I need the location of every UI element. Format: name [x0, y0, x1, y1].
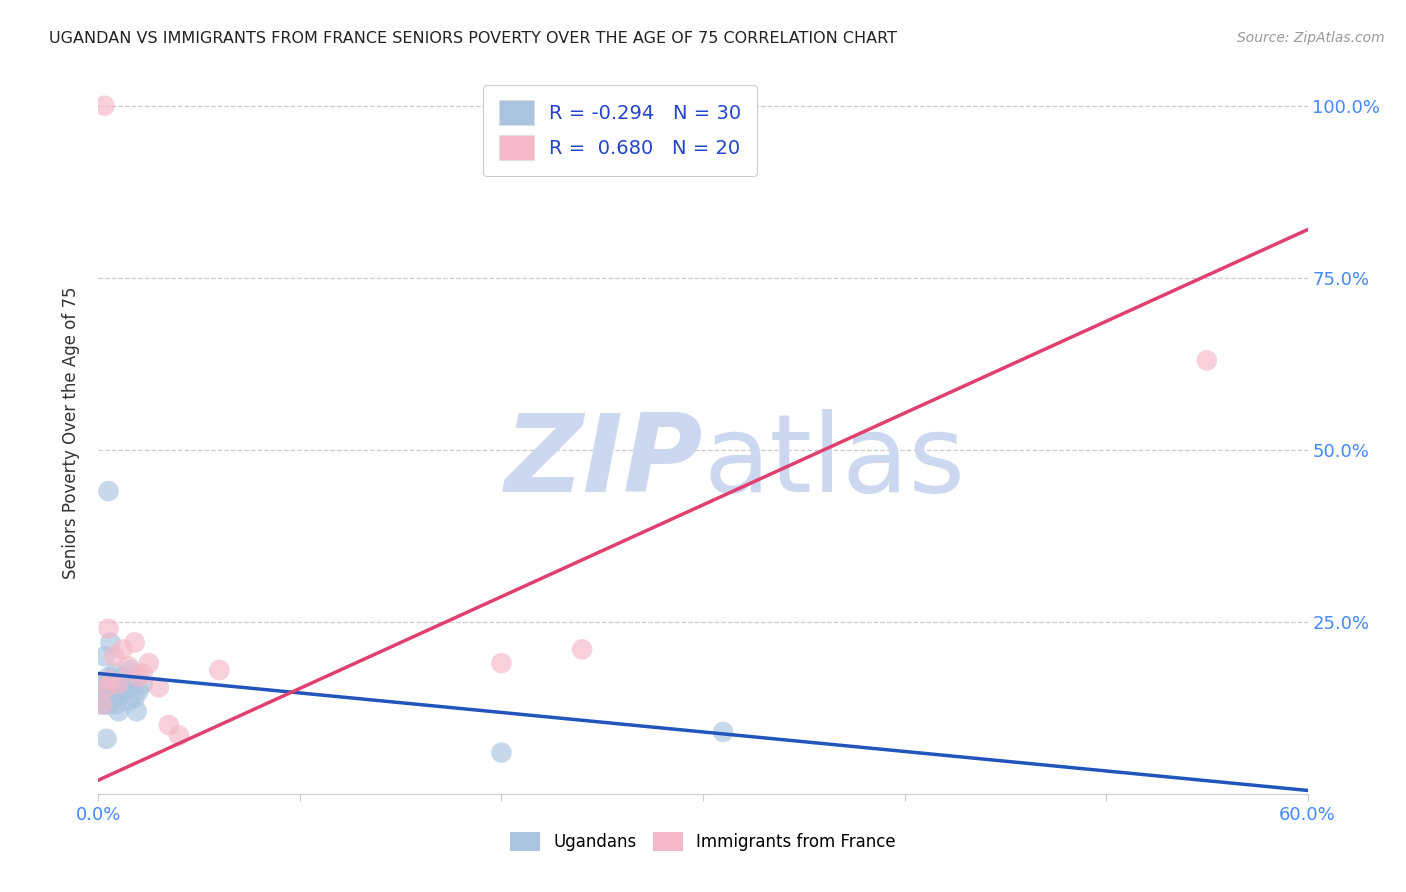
Point: [111, 642, 134, 657]
Text: Source: ZipAtlas.com: Source: ZipAtlas.com: [1237, 31, 1385, 45]
Point: [103, 649, 125, 664]
Point: [101, 677, 124, 691]
Point: [138, 656, 160, 670]
Point: [105, 698, 128, 712]
Text: UGANDAN VS IMMIGRANTS FROM FRANCE SENIORS POVERTY OVER THE AGE OF 75 CORRELATION: UGANDAN VS IMMIGRANTS FROM FRANCE SENIOR…: [49, 31, 897, 46]
Point: [96, 731, 118, 746]
Point: [93, 99, 115, 113]
Point: [91, 698, 114, 712]
Point: [93, 698, 115, 712]
Point: [121, 680, 143, 694]
Point: [97, 484, 120, 499]
Point: [114, 683, 136, 698]
Point: [118, 694, 141, 708]
Point: [91, 677, 114, 691]
Point: [100, 635, 122, 649]
Point: [1195, 353, 1218, 368]
Point: [132, 677, 155, 691]
Point: [125, 704, 148, 718]
Point: [118, 659, 141, 673]
Point: [96, 680, 118, 694]
Point: [491, 656, 513, 670]
Point: [93, 649, 115, 664]
Point: [93, 680, 115, 694]
Point: [107, 680, 129, 694]
Point: [97, 622, 120, 636]
Y-axis label: Seniors Poverty Over the Age of 75: Seniors Poverty Over the Age of 75: [62, 286, 80, 579]
Text: ZIP: ZIP: [505, 409, 703, 515]
Point: [491, 746, 513, 760]
Point: [107, 677, 129, 691]
Point: [208, 663, 231, 677]
Point: [97, 698, 120, 712]
Point: [103, 666, 125, 681]
Text: atlas: atlas: [703, 409, 965, 515]
Point: [128, 683, 150, 698]
Point: [89, 698, 111, 712]
Point: [167, 728, 190, 742]
Point: [128, 670, 150, 684]
Point: [120, 663, 142, 677]
Point: [148, 680, 170, 694]
Point: [110, 687, 132, 701]
Point: [571, 642, 593, 657]
Point: [124, 635, 146, 649]
Point: [711, 725, 734, 739]
Point: [96, 687, 118, 701]
Point: [111, 670, 134, 684]
Point: [115, 677, 138, 691]
Point: [97, 670, 120, 684]
Point: [100, 690, 122, 705]
Point: [107, 704, 129, 718]
Point: [124, 690, 146, 705]
Point: [100, 673, 122, 688]
Point: [132, 666, 155, 681]
Point: [157, 718, 180, 732]
Legend: Ugandans, Immigrants from France: Ugandans, Immigrants from France: [503, 825, 903, 858]
